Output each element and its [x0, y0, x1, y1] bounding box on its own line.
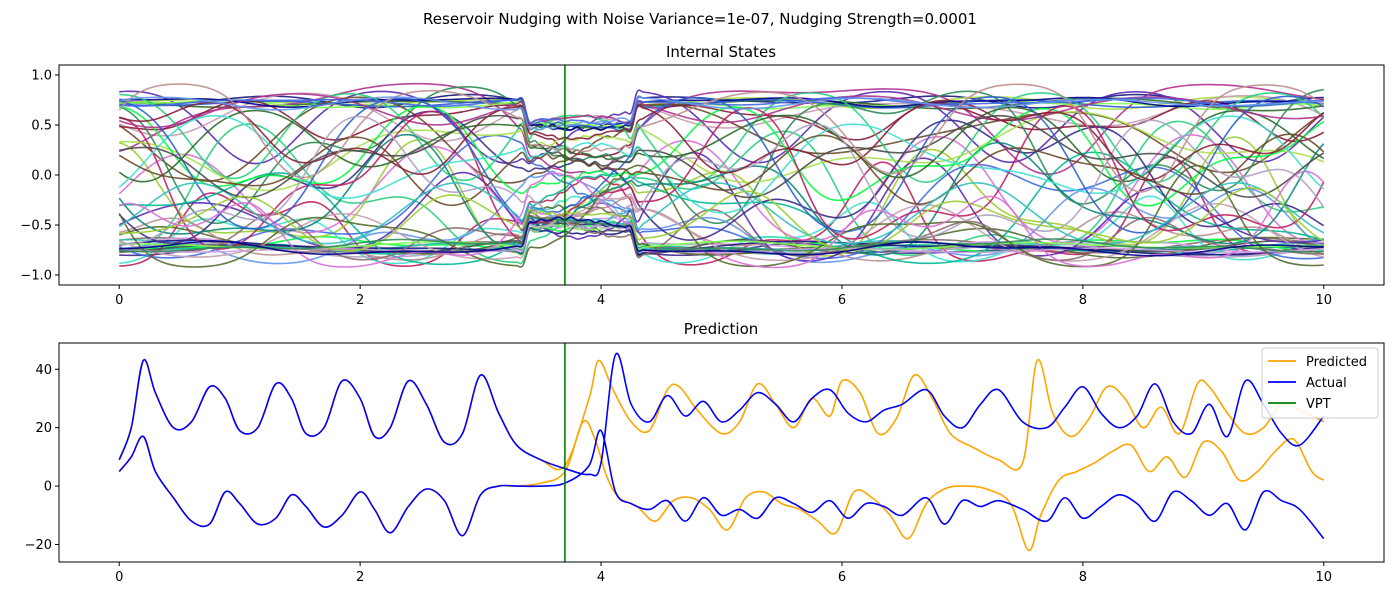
- internal-state-line: [119, 99, 1324, 128]
- prediction-xtick-label: 8: [1079, 570, 1087, 585]
- prediction-xtick-label: 4: [597, 570, 605, 585]
- internal-state-line: [119, 115, 1325, 245]
- internal-states-ticks: 0 2 4 6 8 10 −1.0 −0.5 0.0 0.5 1.0: [20, 69, 1332, 309]
- internal-state-line: [119, 114, 1325, 199]
- internal-state-line: [118, 82, 1324, 175]
- internal-state-line: [119, 187, 1325, 252]
- internal-states-ytick-label: −1.0: [20, 269, 52, 284]
- internal-state-line: [119, 196, 1324, 262]
- legend-vpt-label: VPT: [1306, 397, 1331, 412]
- internal-states-xtick-label: 2: [356, 293, 364, 308]
- internal-state-line: [118, 151, 1324, 262]
- internal-state-line: [118, 134, 1324, 244]
- prediction-title: Prediction: [684, 320, 759, 338]
- internal-state-line: [119, 216, 1324, 257]
- actual-line-upper: [118, 352, 1325, 477]
- prediction-ytick-label: 0: [44, 480, 52, 495]
- internal-states-ytick-label: 0.5: [31, 119, 52, 134]
- internal-state-line: [119, 215, 1324, 253]
- internal-state-line: [118, 136, 1325, 257]
- prediction-xtick-label: 6: [838, 570, 846, 585]
- legend: Predicted Actual VPT: [1261, 347, 1379, 419]
- prediction-xtick-label: 2: [356, 570, 364, 585]
- internal-state-line: [119, 156, 1324, 268]
- internal-states-frame: [58, 64, 1385, 286]
- prediction-xtick-label: 0: [115, 570, 123, 585]
- internal-state-line: [118, 92, 1325, 142]
- actual-line-lower: [118, 429, 1325, 540]
- internal-states-xtick-label: 8: [1079, 293, 1087, 308]
- predicted-line-upper: [118, 358, 1325, 471]
- internal-states-axes: Internal States 0 2 4 6 8 10 −1.0 −0.5 0.0 0.5 1.0: [20, 43, 1385, 309]
- internal-state-line: [119, 95, 1325, 234]
- internal-state-line: [119, 101, 1325, 181]
- internal-states-xtick-label: 0: [115, 293, 123, 308]
- prediction-lines: [118, 343, 1325, 562]
- internal-state-line: [119, 99, 1325, 158]
- prediction-frame: [58, 342, 1385, 563]
- internal-state-line: [118, 83, 1325, 193]
- legend-actual-label: Actual: [1306, 376, 1347, 391]
- internal-state-line: [119, 105, 1325, 207]
- internal-state-line: [118, 110, 1325, 244]
- figure-suptitle: Reservoir Nudging with Noise Variance=1e…: [423, 10, 977, 28]
- internal-states-xtick-label: 10: [1315, 293, 1332, 308]
- internal-states-ytick-label: 0.0: [31, 169, 52, 184]
- prediction-ticks: 0 2 4 6 8 10 −20 0 20 40: [25, 363, 1332, 585]
- internal-state-line: [119, 224, 1324, 254]
- internal-state-line: [118, 106, 1325, 183]
- prediction-xtick-label: 10: [1315, 570, 1332, 585]
- internal-states-xtick-label: 6: [838, 293, 846, 308]
- internal-state-line: [118, 164, 1324, 268]
- internal-states-ytick-label: 1.0: [31, 69, 52, 84]
- internal-state-line: [119, 89, 1325, 165]
- internal-state-line: [118, 133, 1325, 256]
- internal-state-line: [118, 181, 1325, 245]
- prediction-ytick-label: −20: [25, 538, 52, 553]
- prediction-ytick-label: 40: [35, 363, 52, 378]
- legend-box: [1261, 347, 1379, 419]
- internal-states-ytick-label: −0.5: [20, 219, 52, 234]
- internal-state-line: [119, 96, 1324, 126]
- internal-state-line: [118, 170, 1325, 269]
- internal-states-title: Internal States: [666, 43, 776, 61]
- internal-states-lines: [118, 65, 1325, 285]
- prediction-ytick-label: 20: [35, 421, 52, 436]
- internal-states-xtick-label: 4: [597, 293, 605, 308]
- internal-state-line: [118, 133, 1325, 207]
- prediction-axes: Prediction 0 2 4 6 8 10 −20 0 20 40 Predicted Act…: [25, 320, 1385, 585]
- legend-predicted-label: Predicted: [1306, 355, 1367, 370]
- internal-state-line: [119, 170, 1325, 265]
- internal-state-line: [119, 95, 1324, 131]
- internal-state-line: [118, 114, 1325, 214]
- predicted-line-lower: [118, 419, 1325, 552]
